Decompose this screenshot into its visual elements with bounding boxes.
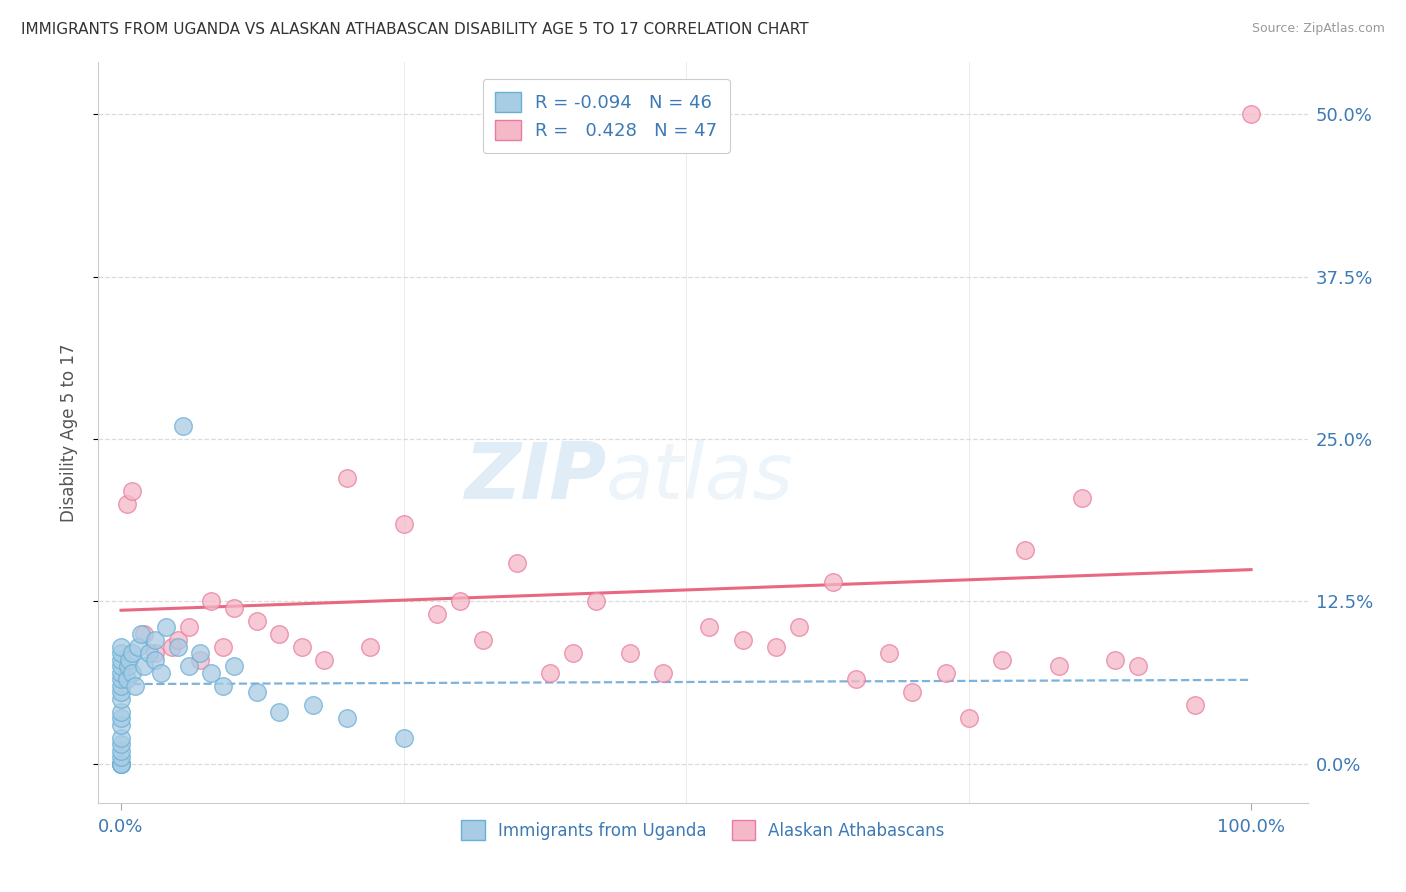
Point	[110, 653, 132, 667]
Point	[787, 620, 810, 634]
Point	[211, 679, 233, 693]
Point	[314, 653, 336, 667]
Point	[143, 647, 166, 661]
Point	[172, 419, 194, 434]
Point	[110, 665, 132, 680]
Point	[115, 497, 138, 511]
Point	[652, 665, 675, 680]
Point	[121, 665, 143, 680]
Point	[619, 647, 641, 661]
Point	[675, 107, 697, 121]
Point	[149, 665, 172, 680]
Point	[132, 627, 155, 641]
Point	[392, 731, 415, 745]
Point	[110, 711, 132, 725]
Point	[166, 640, 188, 654]
Point	[110, 685, 132, 699]
Point	[1126, 659, 1149, 673]
Point	[143, 653, 166, 667]
Point	[211, 640, 233, 654]
Point	[359, 640, 381, 654]
Point	[585, 594, 607, 608]
Point	[177, 620, 200, 634]
Point	[336, 711, 359, 725]
Text: IMMIGRANTS FROM UGANDA VS ALASKAN ATHABASCAN DISABILITY AGE 5 TO 17 CORRELATION : IMMIGRANTS FROM UGANDA VS ALASKAN ATHABA…	[21, 22, 808, 37]
Point	[1240, 107, 1263, 121]
Point	[188, 653, 211, 667]
Point	[291, 640, 314, 654]
Point	[731, 633, 754, 648]
Point	[110, 756, 132, 771]
Point	[269, 705, 291, 719]
Point	[200, 665, 222, 680]
Point	[110, 679, 132, 693]
Point	[901, 685, 924, 699]
Point	[1104, 653, 1126, 667]
Point	[697, 620, 720, 634]
Point	[505, 556, 527, 570]
Point	[143, 633, 166, 648]
Point	[1070, 491, 1092, 505]
Point	[991, 653, 1014, 667]
Point	[110, 718, 132, 732]
Point	[110, 692, 132, 706]
Legend: Immigrants from Uganda, Alaskan Athabascans: Immigrants from Uganda, Alaskan Athabasc…	[454, 814, 952, 847]
Y-axis label: Disability Age 5 to 17: Disability Age 5 to 17	[59, 343, 77, 522]
Point	[246, 614, 269, 628]
Point	[115, 673, 138, 687]
Point	[110, 756, 132, 771]
Point	[302, 698, 325, 713]
Point	[1014, 542, 1036, 557]
Point	[160, 640, 183, 654]
Point	[110, 659, 132, 673]
Point	[110, 744, 132, 758]
Point	[449, 594, 471, 608]
Point	[222, 659, 245, 673]
Point	[765, 640, 787, 654]
Point	[222, 601, 245, 615]
Point	[426, 607, 449, 622]
Point	[131, 627, 153, 641]
Point	[392, 516, 415, 531]
Point	[336, 471, 359, 485]
Point	[200, 594, 222, 608]
Point	[121, 647, 143, 661]
Point	[935, 665, 957, 680]
Point	[124, 679, 146, 693]
Point	[121, 484, 143, 499]
Point	[110, 731, 132, 745]
Point	[177, 659, 200, 673]
Point	[821, 574, 844, 589]
Point	[1184, 698, 1206, 713]
Point	[110, 647, 132, 661]
Point	[110, 673, 132, 687]
Text: ZIP: ZIP	[464, 439, 606, 515]
Text: Source: ZipAtlas.com: Source: ZipAtlas.com	[1251, 22, 1385, 36]
Point	[471, 633, 494, 648]
Point	[110, 705, 132, 719]
Point	[155, 620, 177, 634]
Point	[118, 653, 141, 667]
Point	[246, 685, 269, 699]
Point	[127, 640, 149, 654]
Point	[681, 107, 703, 121]
Point	[538, 665, 561, 680]
Point	[269, 627, 291, 641]
Point	[562, 647, 585, 661]
Point	[166, 633, 188, 648]
Point	[117, 659, 139, 673]
Point	[845, 673, 868, 687]
Point	[132, 659, 155, 673]
Point	[110, 750, 132, 764]
Point	[110, 737, 132, 751]
Point	[879, 647, 901, 661]
Point	[110, 640, 132, 654]
Point	[138, 647, 160, 661]
Point	[188, 647, 211, 661]
Point	[110, 756, 132, 771]
Point	[110, 756, 132, 771]
Point	[1047, 659, 1070, 673]
Text: atlas: atlas	[606, 439, 794, 515]
Point	[957, 711, 980, 725]
